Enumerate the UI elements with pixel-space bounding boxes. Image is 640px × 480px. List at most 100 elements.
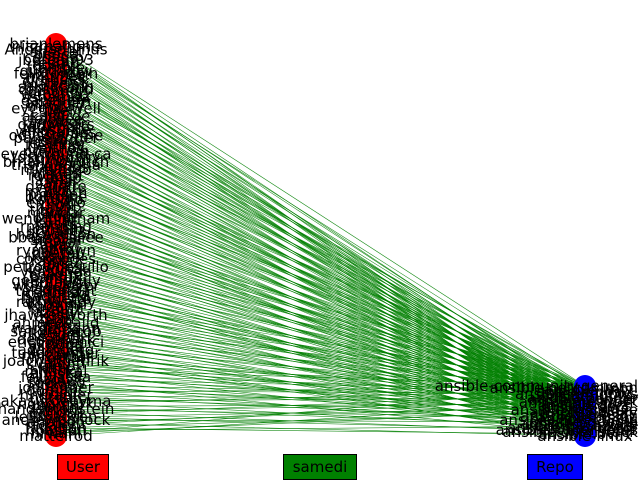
samedi-edge [55,314,586,397]
samedi-edge [55,376,586,407]
user-label: dominic [26,381,85,399]
user-label: bantuk [30,269,83,287]
user-label: mandar [27,204,86,222]
samedi-edge [55,186,586,401]
user-label: tima [39,172,73,190]
user-label: smorin [30,231,81,249]
user-label: markorn [25,183,88,201]
samedi-edge [55,54,586,391]
user-label: yuji [43,180,70,198]
samedi-edge [55,416,586,431]
user-label: bbaassssiiee [8,228,103,246]
samedi-edge [55,357,586,435]
user-label: ramlin [32,398,80,416]
user-label: odyssey4me [9,126,104,144]
user-label: ykasunda [20,263,92,281]
user-label: ericdomenici [8,333,104,351]
user-node [45,425,67,447]
repo-label: ansible-molecule [511,401,638,419]
user-label: jctmain [27,220,84,238]
user-label: carlosn [29,403,83,421]
user-label: trishnaguha [11,156,101,174]
user-label: tima22 [30,202,83,220]
samedi-edge [55,368,586,387]
user-label: gundalow [20,62,93,80]
repo-label: ansible.amazon [520,407,638,425]
user-label: mnaser [28,185,85,203]
user-label: nitzmahone [12,38,101,56]
user-label: wenottingham [2,210,110,228]
samedi-edge [55,183,586,387]
user-label: privateip [23,142,90,160]
samedi-edge [55,349,586,423]
user-label: sandrojacob [10,322,101,340]
samedi-edge [55,395,586,401]
user-label: dpatel [32,244,80,262]
samedi-edge [55,336,586,405]
user-label: yadnesh [24,279,88,297]
user-label: tuxcolander [11,344,101,362]
user-label: emonty [27,83,84,101]
samedi-edge [55,229,586,387]
user-label: hbaston [26,422,87,440]
repo-label: ansible.network [519,393,639,411]
user-label: alex [40,357,71,375]
legend-user: User [57,454,109,480]
user-label: heytrav [27,137,85,155]
user-label: tadeboro [22,118,90,136]
user-label: rawtaz [31,253,82,271]
user-label: goneri [32,57,80,75]
samedi-edge [55,390,586,395]
user-node-layer [45,33,67,447]
repo-label: ansible.kubernetes [496,421,639,439]
user-label: ntrautt [30,301,82,319]
samedi-edge [55,97,586,407]
samedi-edge [55,274,586,395]
user-label: alikins [32,164,80,182]
user-label: geerlingguy [11,271,101,289]
user-label: xhou [37,196,74,214]
samedi-edge [55,296,586,403]
user-label: kevpm [31,325,81,343]
samedi-edge [55,223,586,389]
user-label: verminn [25,295,87,313]
samedi-edge [55,407,586,418]
samedi-edge [55,65,586,395]
user-label: abadger [25,94,88,112]
legend-samedi: samedi [283,454,357,480]
samedi-edge [55,406,586,427]
user-label-layer: brianlemensnitzmahoneAndersonmusshertelb… [0,35,114,445]
samedi-edge [55,100,586,391]
samedi-edge [55,180,586,395]
samedi-edge [55,73,586,407]
samedi-edge [55,126,586,405]
repo-label: ansible-builder [527,389,639,407]
user-label: ryansb [30,169,81,187]
samedi-edge [55,373,586,393]
samedi-edge [55,317,586,411]
user-label: shertel [30,43,82,61]
samedi-edge [55,226,586,403]
samedi-edge [55,110,586,395]
user-label: kallat [35,212,76,230]
user-label: haksonson [16,226,96,244]
user-label: brianlemens [9,35,102,53]
samedi-edge [55,94,586,393]
user-label: toshywoshy [12,148,101,166]
samedi-edge [55,57,586,405]
samedi-edge [55,46,586,401]
user-label: vmsu [36,384,77,402]
user-label: natvan [30,389,82,407]
samedi-edge [55,116,586,401]
samedi-edge [55,344,586,395]
user-label: andrewpollock [2,411,111,429]
user-label: mhaskal [25,363,88,381]
user-label: lukas [36,376,75,394]
repo-label: ansible.azure [535,417,635,435]
user-label: fiewel [34,234,78,252]
samedi-edge [55,263,586,391]
samedi-edge [55,298,586,387]
user-label: rockaut [28,167,84,185]
samedi-edge [55,409,586,434]
